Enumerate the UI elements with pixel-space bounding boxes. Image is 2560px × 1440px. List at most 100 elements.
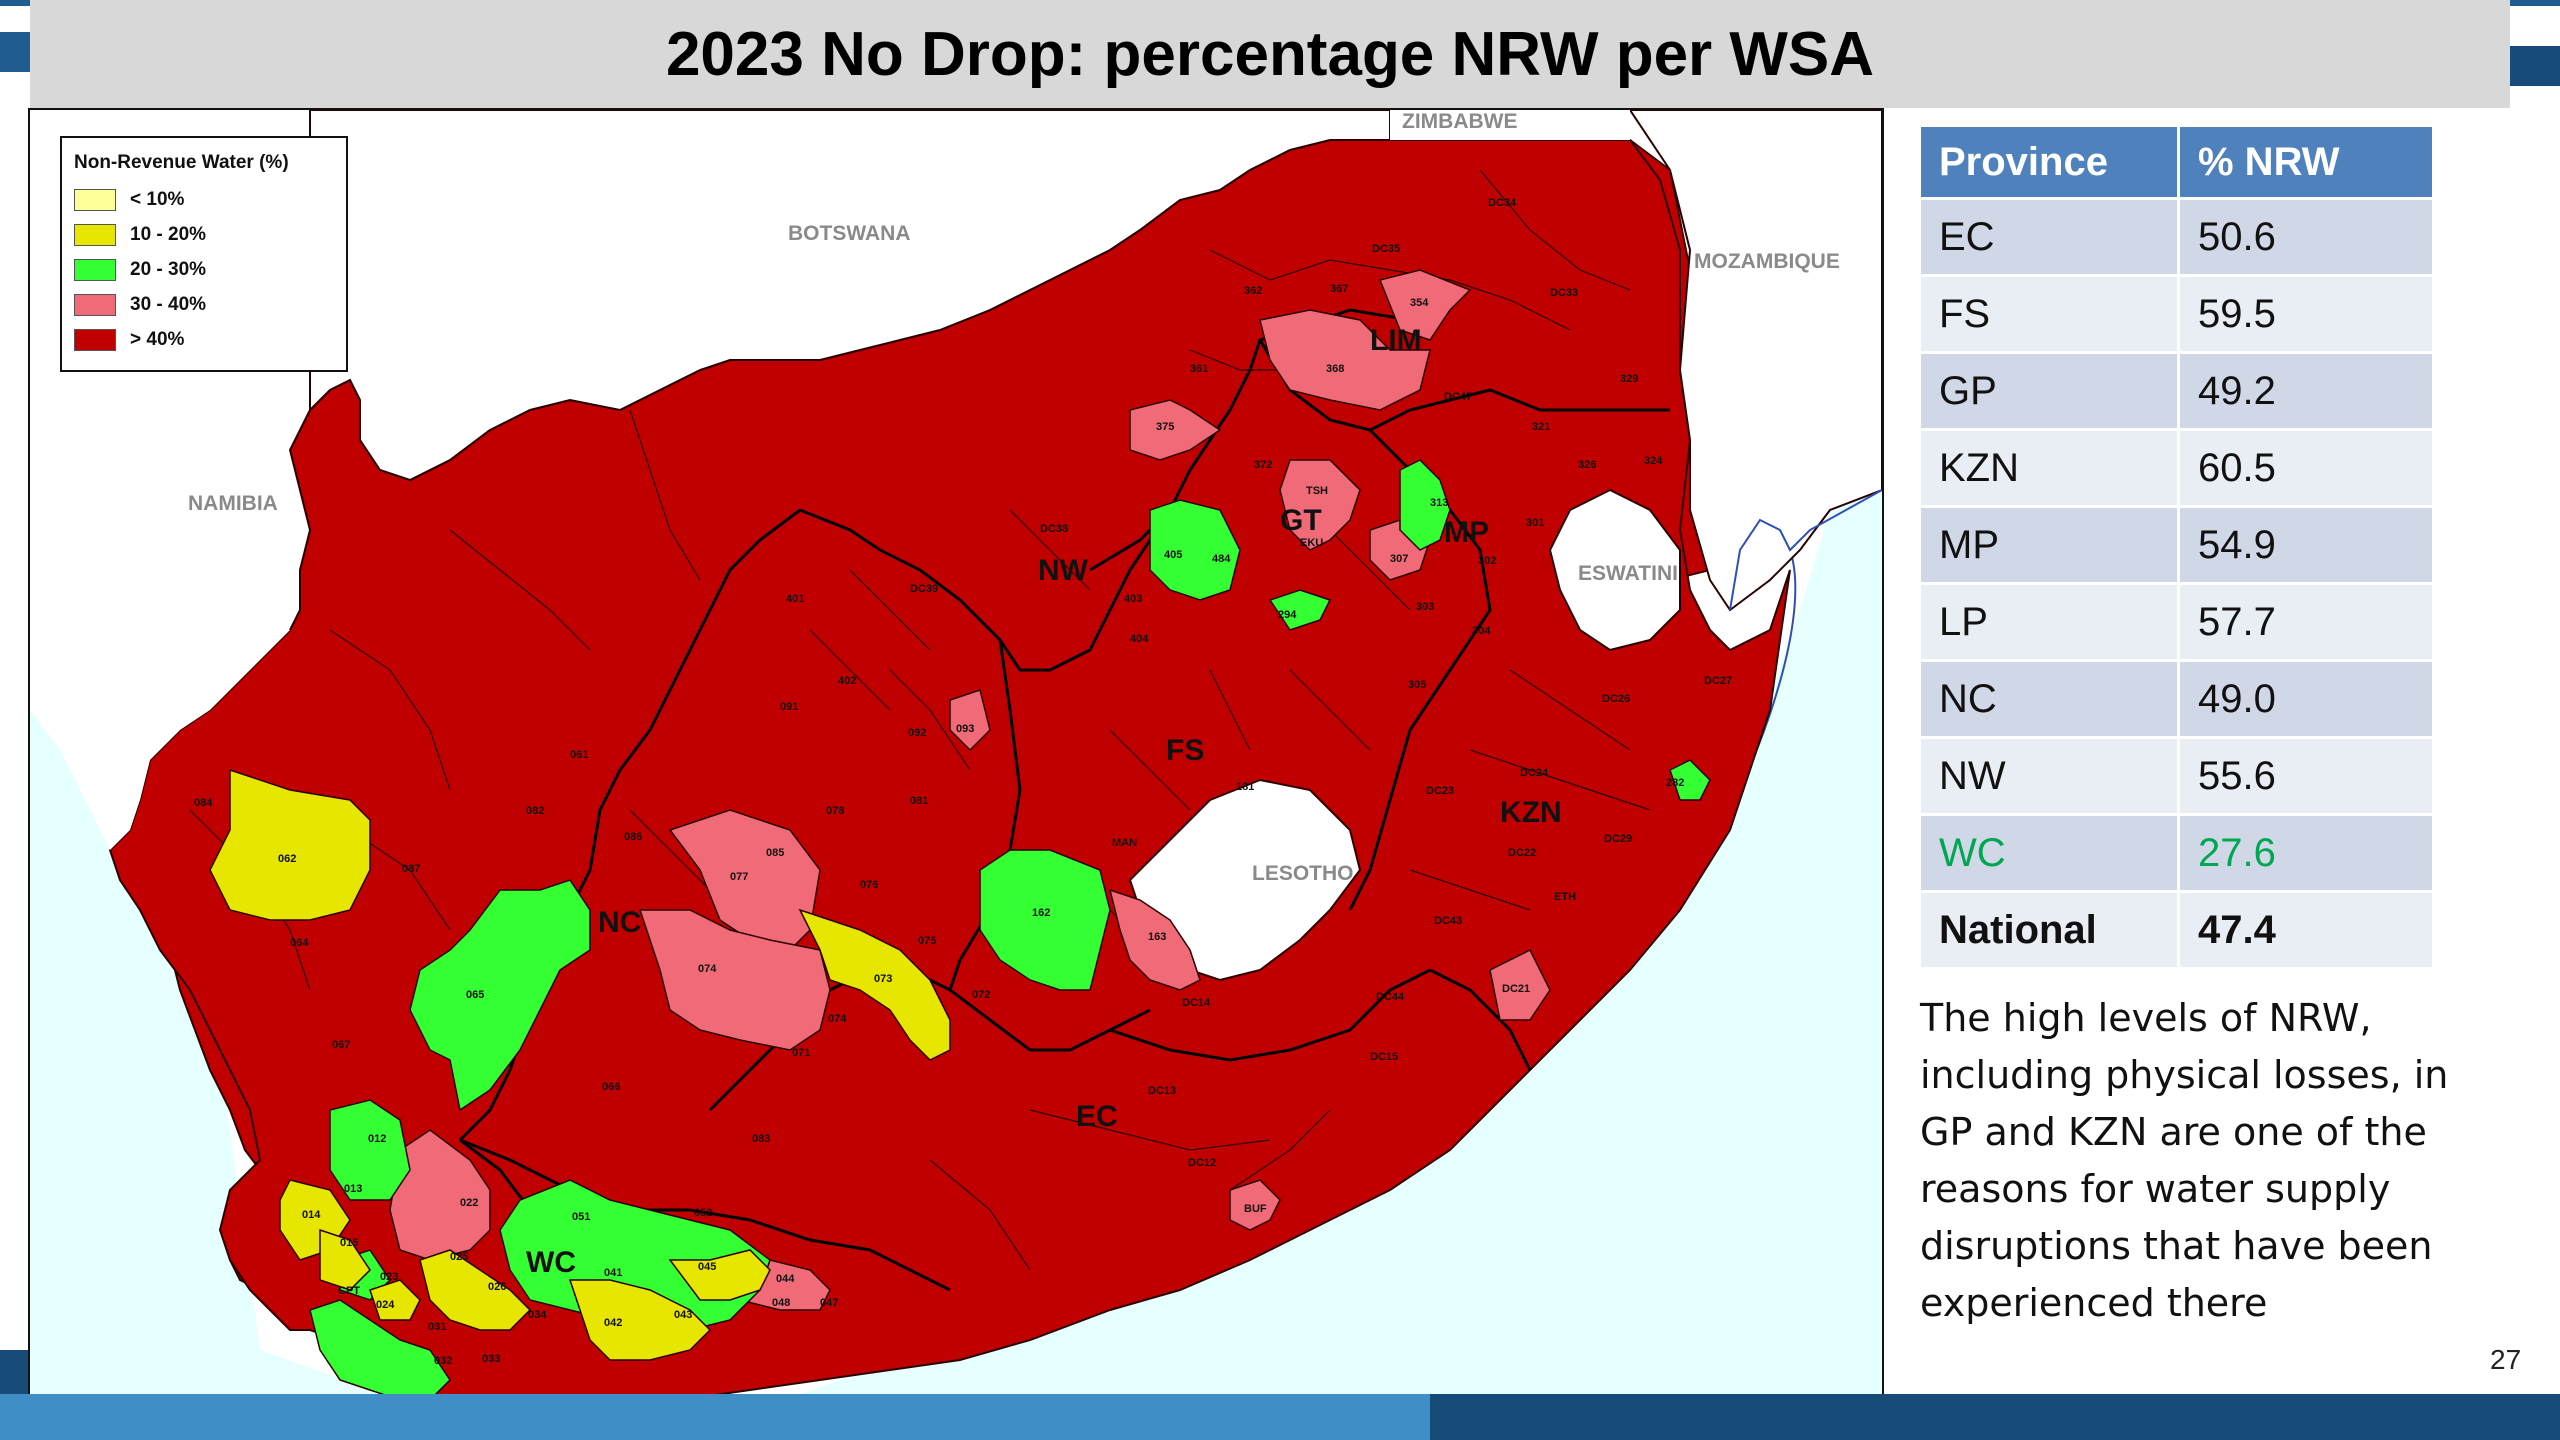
cell-province: NC [1921,662,2177,736]
wsa-label: ETH [1554,891,1576,903]
wsa-label: 081 [910,795,928,807]
legend-swatch [74,258,116,281]
wsa-label: 367 [1330,283,1348,295]
wsa-label: 305 [1408,679,1426,691]
wsa-label: 066 [602,1081,620,1093]
legend-item: 30 - 40% [74,287,334,322]
wsa-label: 023 [380,1271,398,1283]
wsa-label: 093 [956,723,974,735]
wsa-label: 074 [828,1013,847,1025]
wsa-label: DC24 [1520,767,1549,779]
cell-nrw: 54.9 [2180,508,2432,582]
wsa-label: 324 [1644,455,1663,467]
table-row: NC 49.0 [1921,662,2432,736]
slide-title: 2023 No Drop: percentage NRW per WSA [665,19,1875,89]
wsa-label: 061 [570,749,588,761]
wsa-label: DC39 [910,583,938,595]
wsa-label: DC38 [1040,523,1068,535]
wsa-label: 375 [1156,421,1174,433]
wsa-label: 072 [972,989,990,1001]
wsa-label: DC12 [1188,1157,1216,1169]
wsa-label: 015 [340,1237,358,1249]
legend-item: 10 - 20% [74,217,334,252]
wsa-label: 087 [402,863,420,875]
cell-province-highlight: WC [1921,816,2177,890]
legend-swatch [74,223,116,246]
province-label-nw: NW [1038,554,1089,587]
wsa-label: CPT [338,1285,360,1297]
wsa-label: DC47 [1444,391,1472,403]
cell-province: KZN [1921,431,2177,505]
wsa-label: 048 [772,1297,790,1309]
eswatini [1548,488,1681,652]
wsa-label: 403 [1124,593,1142,605]
cell-province: EC [1921,200,2177,274]
note-text: The high levels of NRW, including physic… [1920,996,2449,1325]
province-label-mp: MP [1444,516,1489,549]
wsa-label: 067 [332,1039,350,1051]
wsa-label: DC15 [1370,1051,1398,1063]
wsa-label: DC35 [1372,243,1400,255]
country-label-namibia: NAMIBIA [188,492,278,515]
map-canvas: ZIMBABWE BOTSWANA MOZAMBIQUE NAMIBIA ESW… [30,110,1882,1418]
wsa-label: 354 [1410,297,1429,309]
wsa-label: 077 [730,871,748,883]
wsa-label: 012 [368,1133,386,1145]
wsa-label: 361 [1190,363,1208,375]
bottom-left-accent [0,1350,28,1394]
wsa-label: 303 [1416,601,1434,613]
wsa-label: 024 [376,1299,395,1311]
wsa-label: 368 [1326,363,1344,375]
wsa-label: 181 [1236,781,1254,793]
wsa-label: DC14 [1182,997,1211,1009]
province-label-wc: WC [526,1246,576,1279]
province-nrw-table: Province % NRW EC 50.6 FS 59.5 GP 49.2 K… [1918,124,2435,970]
wsa-label: 372 [1254,459,1272,471]
wsa-label: 033 [482,1353,500,1365]
cell-nrw: 49.2 [2180,354,2432,428]
wsa-label: 074 [698,963,717,975]
wsa-label: DC43 [1434,915,1462,927]
title-bar: 2023 No Drop: percentage NRW per WSA [30,0,2510,108]
cell-nrw: 47.4 [2180,893,2432,967]
wsa-label: 307 [1390,553,1408,565]
table-row: NW 55.6 [1921,739,2432,813]
legend-label: 10 - 20% [130,223,207,245]
table-row: MP 54.9 [1921,508,2432,582]
left-accent-tab [0,32,30,72]
province-label-fs: FS [1166,734,1204,767]
cell-province: FS [1921,277,2177,351]
wsa-label: 013 [344,1183,362,1195]
bottom-bar-accent [0,1394,1430,1440]
province-label-nc: NC [598,906,641,939]
table-row: FS 59.5 [1921,277,2432,351]
wsa-label: TSH [1306,485,1328,497]
province-label-gt: GT [1280,504,1322,537]
wsa-label: 064 [290,937,309,949]
ocean-east [730,410,1882,1418]
yellow-districts [209,768,951,1361]
province-label-kzn: KZN [1500,796,1562,829]
nrw-map: ZIMBABWE BOTSWANA MOZAMBIQUE NAMIBIA ESW… [28,108,1884,1420]
wsa-label: 034 [528,1309,547,1321]
wsa-label: 075 [918,935,936,947]
table-row-highlight: WC 27.6 [1921,816,2432,890]
country-label-mozambique: MOZAMBIQUE [1694,250,1840,273]
country-label-zimbabwe: ZIMBABWE [1402,110,1517,133]
right-accent-tab [2510,46,2560,86]
wsa-label: 402 [838,675,856,687]
legend-swatch [74,293,116,316]
wsa-labels: DC34 DC35 DC33 354 362 367 368 361 DC47 … [194,197,1732,1367]
cell-nrw: 50.6 [2180,200,2432,274]
wsa-label: DC21 [1502,983,1530,995]
wsa-label: MAN [1112,837,1137,849]
legend-item: 20 - 30% [74,252,334,287]
country-label-eswatini: ESWATINI [1578,562,1678,585]
wsa-label: 045 [698,1261,716,1273]
wsa-label: 304 [1472,625,1491,637]
legend-label: > 40% [130,328,185,350]
wsa-label: 405 [1164,549,1182,561]
header-nrw: % NRW [2180,127,2432,197]
table-row: KZN 60.5 [1921,431,2432,505]
table-row: GP 49.2 [1921,354,2432,428]
